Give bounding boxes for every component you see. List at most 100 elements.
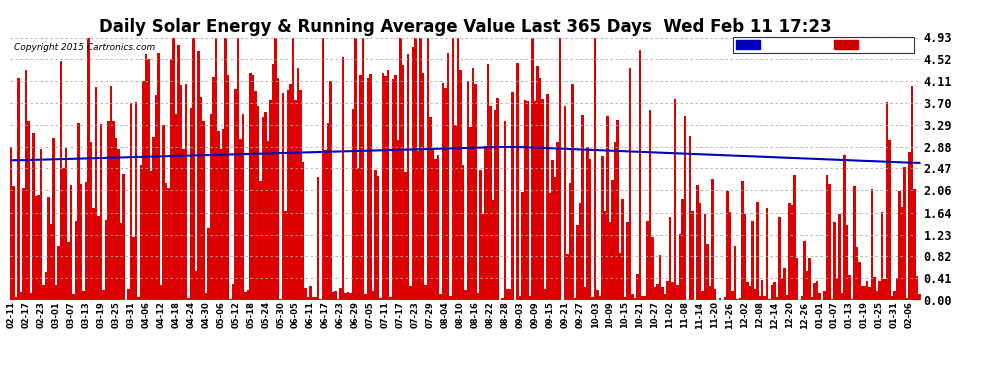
Bar xyxy=(59,61,62,300)
Bar xyxy=(601,156,604,300)
Bar xyxy=(284,211,287,300)
Bar xyxy=(746,282,748,300)
Bar xyxy=(230,298,232,300)
Bar xyxy=(826,175,829,300)
Bar xyxy=(92,208,95,300)
Bar xyxy=(591,297,594,300)
Bar xyxy=(699,203,701,300)
Bar xyxy=(207,228,210,300)
Bar xyxy=(729,212,731,300)
Bar xyxy=(814,283,816,300)
Bar xyxy=(67,242,69,300)
Bar xyxy=(839,214,841,300)
Bar xyxy=(387,70,389,300)
Bar xyxy=(742,182,743,300)
Bar xyxy=(64,148,67,300)
Bar xyxy=(322,38,325,300)
Bar xyxy=(539,78,542,300)
Bar xyxy=(611,180,614,300)
Bar xyxy=(449,296,451,300)
Bar xyxy=(841,293,843,300)
Bar xyxy=(215,38,217,300)
Bar xyxy=(182,148,184,300)
Bar xyxy=(866,281,868,300)
Bar xyxy=(105,220,107,300)
Bar xyxy=(709,286,711,300)
Bar xyxy=(172,38,174,300)
Bar xyxy=(10,147,13,300)
Bar xyxy=(781,279,783,300)
Bar xyxy=(736,299,739,300)
Bar xyxy=(793,175,796,300)
Bar xyxy=(445,87,446,300)
Bar xyxy=(402,65,404,300)
Bar xyxy=(240,139,242,300)
Bar xyxy=(843,154,845,300)
Bar xyxy=(548,193,551,300)
Bar xyxy=(384,76,387,300)
Bar xyxy=(783,268,786,300)
Bar xyxy=(519,297,522,300)
Bar xyxy=(653,287,656,300)
Bar xyxy=(152,136,154,300)
Bar xyxy=(304,288,307,300)
Bar xyxy=(646,221,648,300)
Bar xyxy=(751,220,753,300)
Bar xyxy=(901,207,903,300)
Bar xyxy=(753,290,756,300)
Bar xyxy=(335,291,337,300)
Bar xyxy=(743,214,746,300)
Bar xyxy=(28,121,30,300)
Bar xyxy=(553,177,556,300)
Bar xyxy=(868,287,871,300)
Bar xyxy=(174,114,177,300)
Bar xyxy=(212,76,215,300)
Bar xyxy=(135,102,138,300)
Bar xyxy=(673,99,676,300)
Bar xyxy=(903,167,906,300)
Bar xyxy=(195,271,197,300)
Legend: Average  ($), Daily  ($): Average ($), Daily ($) xyxy=(733,37,914,53)
Bar xyxy=(279,299,282,300)
Bar xyxy=(761,280,763,300)
Bar xyxy=(50,224,52,300)
Bar xyxy=(627,222,629,300)
Bar xyxy=(684,116,686,300)
Bar xyxy=(192,38,195,300)
Bar xyxy=(107,122,110,300)
Bar xyxy=(127,290,130,300)
Bar xyxy=(606,116,609,300)
Bar xyxy=(115,138,117,300)
Bar xyxy=(666,281,668,300)
Bar xyxy=(574,298,576,300)
Bar xyxy=(848,275,850,300)
Bar xyxy=(771,285,773,300)
Bar xyxy=(364,294,366,300)
Bar xyxy=(734,246,736,300)
Bar xyxy=(906,298,908,300)
Bar xyxy=(778,217,781,300)
Bar xyxy=(62,168,64,300)
Bar xyxy=(461,165,464,300)
Bar xyxy=(382,73,384,300)
Bar xyxy=(189,108,192,300)
Bar xyxy=(162,125,164,300)
Bar xyxy=(315,297,317,300)
Bar xyxy=(437,155,440,300)
Bar xyxy=(556,142,559,300)
Bar xyxy=(497,98,499,300)
Bar xyxy=(896,278,898,300)
Bar xyxy=(35,196,38,300)
Bar xyxy=(766,208,768,300)
Bar xyxy=(829,184,831,300)
Bar xyxy=(918,294,921,300)
Bar xyxy=(639,51,642,300)
Bar xyxy=(325,150,327,300)
Bar xyxy=(15,297,18,300)
Bar xyxy=(809,258,811,300)
Bar xyxy=(529,296,532,300)
Bar xyxy=(522,192,524,300)
Bar xyxy=(159,285,162,300)
Bar xyxy=(422,73,424,300)
Bar xyxy=(527,101,529,300)
